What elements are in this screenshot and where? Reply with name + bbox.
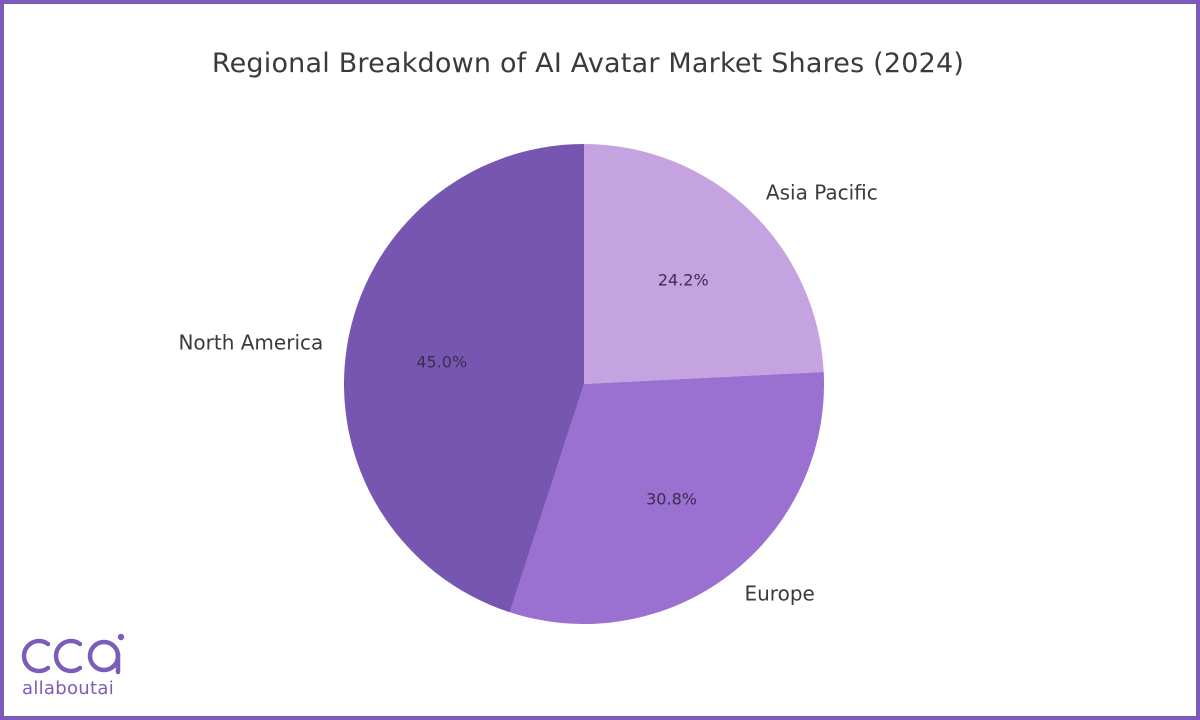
slice-percentage-label: 24.2%: [658, 271, 709, 290]
pie-slice-europe: [509, 371, 824, 624]
pie-slice-asia-pacific: [584, 144, 824, 384]
slice-percentage-label: 45.0%: [416, 352, 467, 371]
pie-labels: 24.2% Asia Pacific 30.8% Europe 45.0% North A…: [178, 181, 877, 606]
slice-percentage-label: 30.8%: [646, 489, 697, 508]
slice-category-label: Asia Pacific: [766, 181, 878, 205]
slice-category-label: North America: [178, 331, 323, 355]
pie-slice-north-america: [343, 144, 584, 613]
allaboutai-logo-icon: [21, 633, 125, 675]
brand-wordmark: allaboutai: [22, 678, 114, 699]
chart-title: Regional Breakdown of AI Avatar Market S…: [211, 48, 965, 79]
slice-category-label: Europe: [744, 582, 814, 606]
pie-slices: [343, 144, 824, 624]
